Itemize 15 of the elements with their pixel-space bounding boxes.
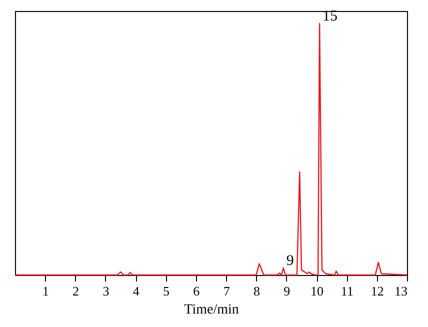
x-tick-label: 6 [193, 284, 200, 298]
x-tick-label: 3 [102, 284, 110, 298]
x-tick-label: 13 [394, 284, 408, 298]
x-tick-label: 9 [284, 284, 290, 298]
x-tick-label: 11 [340, 284, 354, 298]
x-tick-label: 1 [42, 284, 49, 298]
x-axis-title: Time/min [184, 302, 239, 318]
annotation: 9 [286, 252, 294, 269]
x-tick-label: 7 [223, 284, 230, 298]
x-tick-label: 8 [253, 284, 260, 298]
x-tick-label: 10 [310, 284, 324, 298]
x-tick-label: 4 [132, 284, 140, 298]
x-tick-label: 2 [72, 284, 80, 298]
x-tick-label: 5 [163, 284, 170, 298]
x-tick-label: 12 [370, 284, 384, 298]
